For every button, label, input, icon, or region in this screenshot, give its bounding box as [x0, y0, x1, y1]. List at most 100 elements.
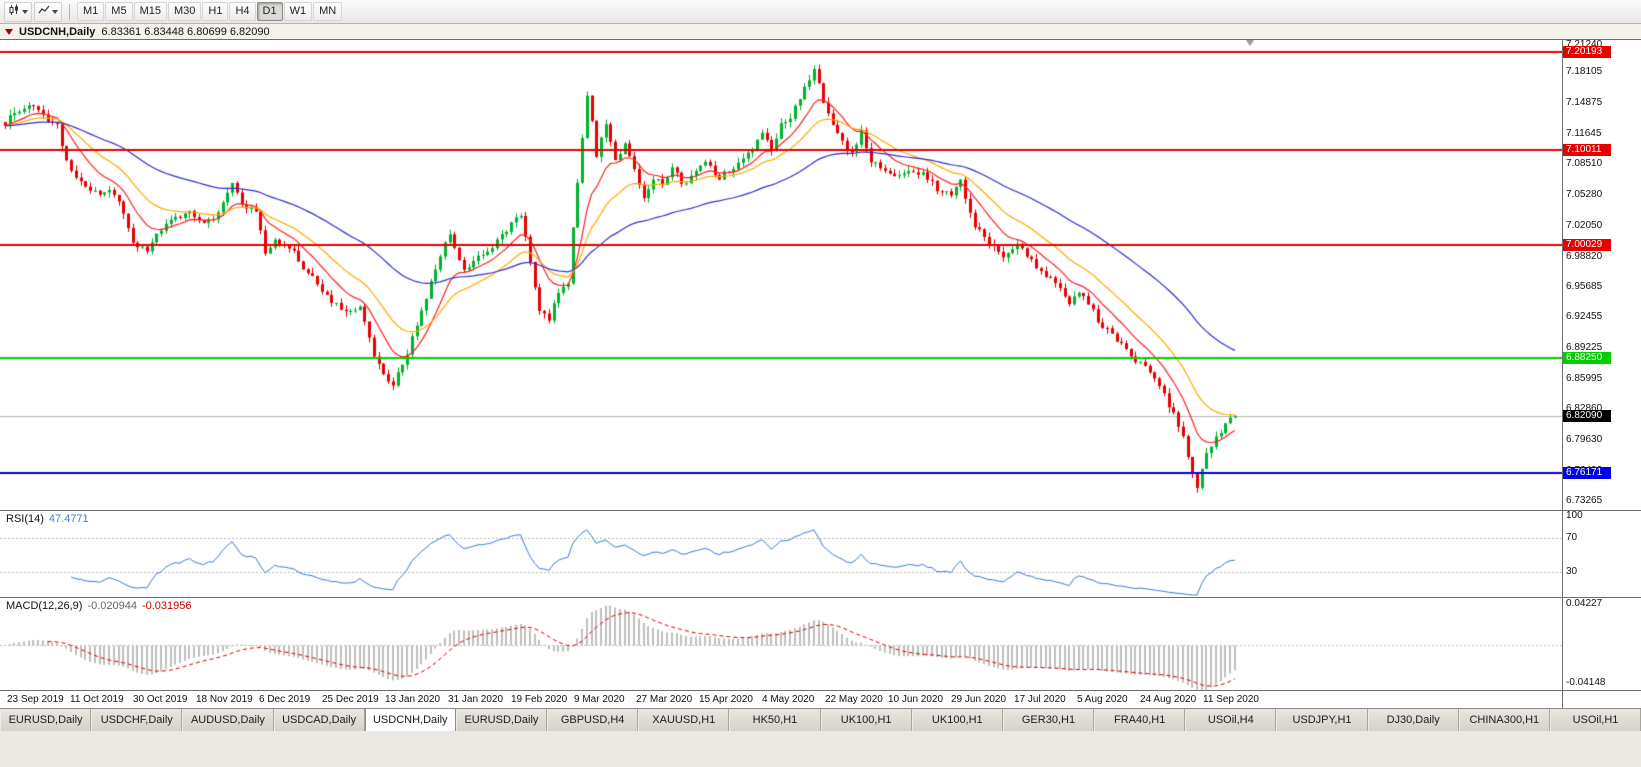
line-chart-icon [38, 4, 50, 19]
chart-window: USDCNH,Daily 6.83361 6.83448 6.80699 6.8… [0, 24, 1641, 708]
date-axis-label: 15 Apr 2020 [699, 694, 753, 705]
date-axis[interactable]: 23 Sep 2019 11 Oct 2019 30 Oct 2019 18 Nov … [0, 691, 1641, 708]
price-scale-label: 6.82860 [1566, 403, 1603, 414]
price-scale-label: 6.98820 [1566, 251, 1603, 262]
rsi-label: RSI(14) 47.4771 [6, 513, 89, 525]
chart-tab-17-usoil-h1[interactable]: USOil,H1 [1549, 709, 1641, 731]
date-axis-label: 30 Oct 2019 [133, 694, 188, 705]
window-menu-icon[interactable] [5, 28, 13, 35]
price-badge: 6.88250 [1563, 352, 1611, 364]
date-axis-label: 27 Mar 2020 [636, 694, 693, 705]
timeframe-button-d1[interactable]: D1 [256, 2, 283, 21]
date-axis-label: 11 Oct 2019 [70, 694, 124, 705]
date-axis-labels: 23 Sep 2019 11 Oct 2019 30 Oct 2019 18 Nov … [0, 691, 1562, 708]
date-axis-label: 5 Aug 2020 [1077, 694, 1128, 705]
chart-tab-16-china300-h1[interactable]: CHINA300,H1 [1458, 709, 1550, 731]
date-axis-label: 4 May 2020 [762, 694, 815, 705]
date-axis-label: 13 Jan 2020 [385, 694, 441, 705]
macd-plot[interactable]: MACD(12,26,9) -0.020944 -0.031956 [0, 598, 1562, 690]
chart-tab-7-xauusd-h1[interactable]: XAUUSD,H1 [638, 709, 730, 731]
price-scale-label: 7.21240 [1566, 40, 1603, 50]
chart-tab-4-usdcnh-daily[interactable]: USDCNH,Daily [364, 709, 456, 731]
price-scale-label: 7.02050 [1566, 220, 1603, 231]
timeframe-button-m30[interactable]: M30 [167, 2, 202, 21]
date-axis-label: 18 Nov 2019 [196, 694, 253, 705]
panel-separator [0, 690, 1641, 691]
chevron-down-icon [22, 9, 28, 14]
chart-tab-13-usoil-h4[interactable]: USOil,H4 [1185, 709, 1277, 731]
panel-separator[interactable] [0, 597, 1641, 598]
macd-scale-bottom: -0.04148 [1566, 677, 1606, 688]
timeframe-button-h1[interactable]: H1 [202, 2, 229, 21]
chart-type-button[interactable] [4, 1, 32, 22]
timeframe-button-h4[interactable]: H4 [229, 2, 256, 21]
date-axis-label: 6 Dec 2019 [259, 694, 311, 705]
date-axis-label: 25 Dec 2019 [322, 694, 379, 705]
macd-signal-value: -0.031956 [141, 600, 192, 612]
chart-title-ohlc: 6.83361 6.83448 6.80699 6.82090 [101, 25, 270, 38]
timeframe-button-m5[interactable]: M5 [105, 2, 133, 21]
rsi-value: 47.4771 [48, 513, 89, 525]
price-scale-label: 7.08510 [1566, 158, 1603, 169]
chart-title-symbol: USDCNH,Daily [19, 25, 96, 38]
window-background [0, 731, 1641, 767]
chart-tab-3-usdcad-daily[interactable]: USDCAD,Daily [273, 709, 365, 731]
price-scale-label: 6.89225 [1566, 342, 1603, 353]
chart-tab-15-dj30-daily[interactable]: DJ30,Daily [1367, 709, 1459, 731]
rsi-panel: RSI(14) 47.4771 100 70 30 [0, 511, 1641, 597]
rsi-chart-canvas[interactable] [0, 511, 1562, 597]
chart-tab-8-hk50-h1[interactable]: HK50,H1 [729, 709, 821, 731]
chart-tab-14-usdjpy-h1[interactable]: USDJPY,H1 [1276, 709, 1368, 731]
candlestick-chart-canvas[interactable] [0, 40, 1562, 510]
price-scale-label: 6.73265 [1566, 495, 1603, 506]
price-scale-label: 7.11645 [1566, 128, 1602, 139]
rsi-plot[interactable]: RSI(14) 47.4771 [0, 511, 1562, 597]
price-scale-label: 6.85995 [1566, 373, 1603, 384]
chart-tab-2-audusd-daily[interactable]: AUDUSD,Daily [182, 709, 274, 731]
date-axis-label: 17 Jul 2020 [1014, 694, 1066, 705]
price-scale-label: 30 [1566, 566, 1578, 577]
price-scale-label: 6.95685 [1566, 281, 1603, 292]
price-scale[interactable]: 7.21240 7.18105 7.14875 7.11645 7.08510 7.052… [1562, 40, 1641, 510]
main-chart-plot[interactable] [0, 40, 1562, 510]
price-scale-label: 100 [1566, 511, 1583, 521]
toolbar-separator [69, 3, 70, 20]
price-scale-label: 6.79630 [1566, 434, 1603, 445]
chart-tab-12-fra40-h1[interactable]: FRA40,H1 [1094, 709, 1186, 731]
chart-tab-6-gbpusd-h4[interactable]: GBPUSD,H4 [547, 709, 639, 731]
macd-main-value: -0.020944 [87, 600, 137, 612]
price-scale-label: 7.05280 [1566, 189, 1603, 200]
chart-tab-bar: EURUSD,Daily USDCHF,Daily AUDUSD,Daily USDC… [0, 708, 1641, 731]
chart-tab-11-ger30-h1[interactable]: GER30,H1 [1002, 709, 1095, 731]
date-axis-label: 29 Jun 2020 [951, 694, 1007, 705]
macd-chart-canvas[interactable] [0, 598, 1562, 690]
date-axis-label: 19 Feb 2020 [511, 694, 568, 705]
candlestick-chart-icon [8, 4, 20, 19]
timeframe-button-m15[interactable]: M15 [133, 2, 167, 21]
chart-title-bar: USDCNH,Daily 6.83361 6.83448 6.80699 6.8… [0, 24, 1641, 40]
price-scale-label: 70 [1566, 532, 1578, 543]
chart-tab-10-uk100-h1[interactable]: UK100,H1 [911, 709, 1003, 731]
macd-label: MACD(12,26,9) -0.020944 -0.031956 [6, 600, 192, 612]
macd-name: MACD(12,26,9) [6, 600, 83, 612]
rsi-scale[interactable]: 100 70 30 [1562, 511, 1641, 597]
date-axis-label: 11 Sep 2020 [1203, 694, 1259, 705]
date-axis-label: 24 Aug 2020 [1140, 694, 1197, 705]
timeframe-button-mn[interactable]: MN [313, 2, 343, 21]
timeframe-button-m1[interactable]: M1 [77, 2, 105, 21]
chart-tab-0-eurusd-daily[interactable]: EURUSD,Daily [0, 709, 92, 731]
line-chart-button[interactable] [34, 1, 62, 22]
chart-tab-1-usdchf-daily[interactable]: USDCHF,Daily [91, 709, 183, 731]
timeframe-button-w1[interactable]: W1 [283, 2, 313, 21]
price-scale-label: 6.92455 [1566, 311, 1603, 322]
price-badge: 7.10011 [1563, 144, 1611, 156]
macd-scale[interactable]: 0.04227 -0.04148 [1562, 598, 1641, 690]
main-chart-panel: 7.21240 7.18105 7.14875 7.11645 7.08510 7.052… [0, 40, 1641, 510]
date-axis-label: 23 Sep 2019 [7, 694, 64, 705]
timeframe-buttons: M1 M5 M15 M30 H1 H4 D1 W1 MN [77, 2, 343, 21]
price-badge: 7.20193 [1563, 46, 1611, 58]
chart-tab-5-eurusd-daily[interactable]: EURUSD,Daily [455, 709, 548, 731]
price-badge: 6.82090 [1563, 410, 1611, 422]
panel-separator[interactable] [0, 510, 1641, 511]
chart-tab-9-uk100-h1[interactable]: UK100,H1 [820, 709, 912, 731]
